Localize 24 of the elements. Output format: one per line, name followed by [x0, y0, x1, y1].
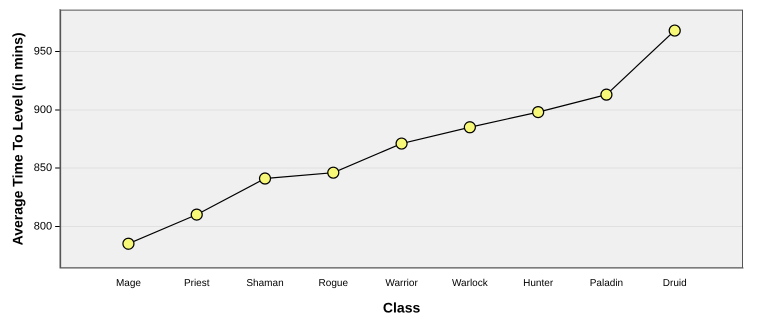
y-tick-label: 850: [34, 162, 52, 174]
point: [122, 238, 135, 250]
x-tick-label: Paladin: [590, 278, 624, 289]
point: [395, 137, 408, 150]
point: [600, 88, 613, 101]
point: [258, 172, 272, 185]
y-axis-title: Average Time To Level (in mins): [9, 32, 26, 246]
x-tick-label: Warlock: [452, 278, 489, 289]
x-tick-label: Rogue: [318, 278, 348, 289]
y-tick-label: 900: [34, 104, 52, 116]
x-tick-label: Mage: [116, 278, 142, 289]
point: [190, 208, 203, 221]
x-axis-title: Class: [382, 299, 420, 316]
x-tick-label: Hunter: [523, 278, 554, 289]
point: [668, 24, 681, 37]
point: [532, 106, 544, 118]
point: [464, 121, 476, 134]
x-tick-label: Priest: [184, 278, 210, 289]
y-tick-label: 800: [34, 220, 52, 232]
x-tick-label: Shaman: [246, 278, 284, 289]
x-tick-label: Druid: [662, 278, 687, 289]
x-tick-label: Warrior: [385, 278, 418, 289]
point: [327, 166, 340, 179]
y-tick-label: 950: [34, 46, 52, 58]
